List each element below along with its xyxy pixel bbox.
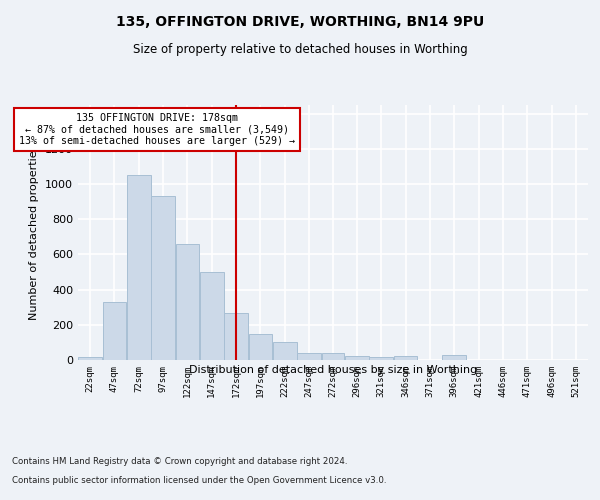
Bar [298,353,321,360]
Text: Contains HM Land Registry data © Crown copyright and database right 2024.: Contains HM Land Registry data © Crown c… [12,458,347,466]
Bar [224,312,248,360]
Bar [442,354,466,360]
Bar [345,356,368,360]
Bar [127,176,151,360]
Text: Distribution of detached houses by size in Worthing: Distribution of detached houses by size … [189,365,477,375]
Bar [273,342,296,360]
Text: Contains public sector information licensed under the Open Government Licence v3: Contains public sector information licen… [12,476,386,485]
Bar [103,302,126,360]
Text: Size of property relative to detached houses in Worthing: Size of property relative to detached ho… [133,42,467,56]
Bar [249,334,272,360]
Bar [151,196,175,360]
Text: 135, OFFINGTON DRIVE, WORTHING, BN14 9PU: 135, OFFINGTON DRIVE, WORTHING, BN14 9PU [116,15,484,29]
Bar [394,356,417,360]
Bar [322,353,344,360]
Text: 135 OFFINGTON DRIVE: 178sqm
← 87% of detached houses are smaller (3,549)
13% of : 135 OFFINGTON DRIVE: 178sqm ← 87% of det… [19,113,295,146]
Bar [370,358,393,360]
Bar [79,358,102,360]
Bar [176,244,199,360]
Y-axis label: Number of detached properties: Number of detached properties [29,145,40,320]
Bar [200,272,224,360]
